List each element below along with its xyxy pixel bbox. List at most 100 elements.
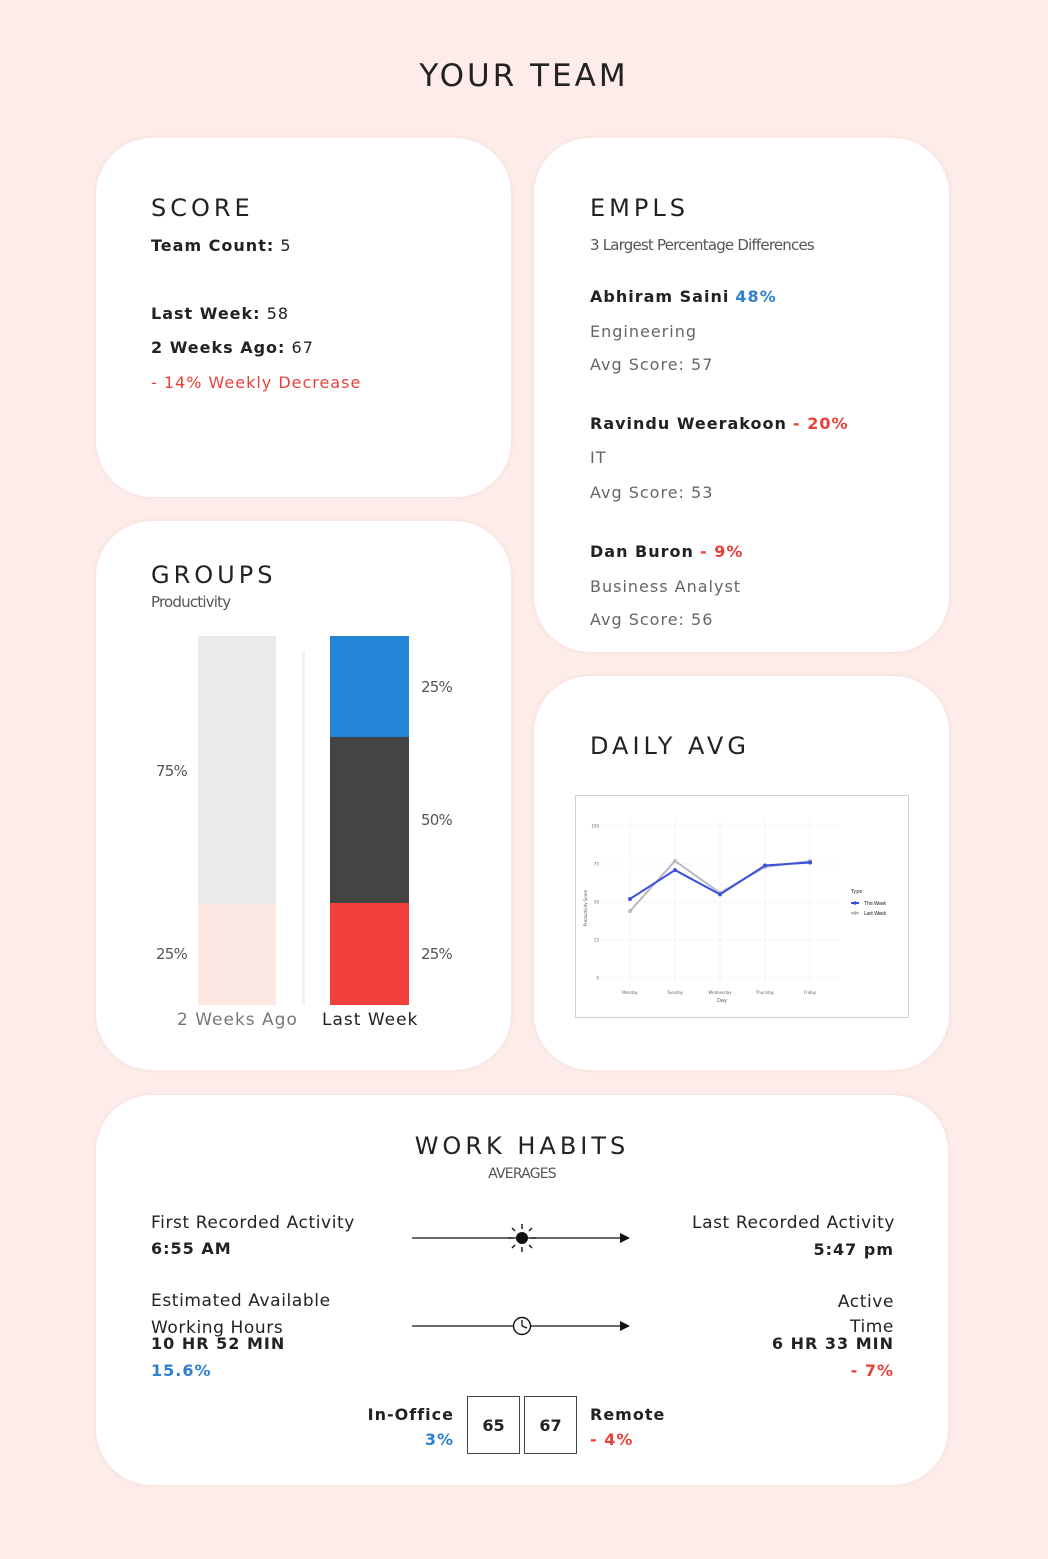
team-count: Team Count: 5 bbox=[151, 236, 292, 255]
empls-subtitle: 3 Largest Percentage Differences bbox=[590, 236, 815, 254]
employee-2-name-row: Ravindu Weerakoon - 20% bbox=[590, 414, 849, 433]
team-count-label: Team Count: bbox=[151, 236, 275, 255]
last-week-score: Last Week: 58 bbox=[151, 304, 289, 323]
est-hours-change: 15.6% bbox=[151, 1361, 212, 1380]
work-habits-subtitle: AVERAGES bbox=[488, 1166, 557, 1182]
legend-label: Last Week bbox=[864, 911, 887, 917]
employee-department: IT bbox=[590, 448, 607, 467]
score-card: SCORE Team Count: 5 Last Week: 58 2 Week… bbox=[96, 138, 511, 497]
x-tick-label: Tuesday bbox=[666, 990, 684, 995]
in-office-value-box: 65 bbox=[467, 1396, 520, 1454]
x-tick-label: Wednesday bbox=[708, 990, 732, 995]
active-value: 6 HR 33 MIN bbox=[771, 1334, 894, 1353]
series-point bbox=[763, 863, 767, 868]
series-point bbox=[808, 860, 812, 865]
two-weeks-bottom-pct: 25% bbox=[156, 945, 188, 963]
legend-label: This Week bbox=[863, 901, 886, 907]
employee-department: Engineering bbox=[590, 322, 697, 341]
employee-change: - 20% bbox=[792, 414, 849, 433]
y-tick-label: 75 bbox=[594, 862, 600, 867]
arrow-right-icon bbox=[620, 1233, 630, 1243]
work-habits-card: WORK HABITS AVERAGES First Recorded Acti… bbox=[96, 1095, 948, 1485]
clock-icon bbox=[512, 1316, 532, 1336]
activity-timeline bbox=[412, 1224, 630, 1252]
daily-avg-title: DAILY AVG bbox=[590, 732, 750, 760]
last-week-value: 58 bbox=[266, 304, 290, 323]
last-activity-value: 5:47 pm bbox=[813, 1240, 894, 1259]
in-office-label: In-Office bbox=[367, 1405, 454, 1424]
last-week-dark-pct: 50% bbox=[421, 811, 453, 829]
series-point bbox=[673, 868, 677, 873]
employee-name: Abhiram Saini bbox=[590, 287, 730, 306]
employee-name: Ravindu Weerakoon bbox=[590, 414, 787, 433]
two-weeks-top-pct: 75% bbox=[156, 762, 188, 780]
y-tick-label: 50 bbox=[594, 900, 600, 905]
employee-department: Business Analyst bbox=[590, 577, 742, 596]
y-tick-label: 100 bbox=[591, 824, 599, 829]
hours-timeline bbox=[412, 1316, 630, 1336]
employee-3-name-row: Dan Buron - 9% bbox=[590, 542, 743, 561]
in-office-change: 3% bbox=[424, 1430, 454, 1449]
employee-avg-score: Avg Score: 57 bbox=[590, 355, 714, 374]
last-week-red-pct: 25% bbox=[421, 945, 453, 963]
empls-title: EMPLS bbox=[590, 194, 689, 222]
last-week-bar-red bbox=[330, 903, 409, 1005]
legend-swatch-dot bbox=[853, 911, 857, 915]
y-tick-label: 0 bbox=[596, 976, 599, 981]
series-point bbox=[628, 896, 632, 901]
arrow-right-icon bbox=[620, 1321, 630, 1331]
remote-label: Remote bbox=[590, 1405, 666, 1424]
series-point bbox=[628, 909, 632, 914]
remote-change: - 4% bbox=[590, 1430, 634, 1449]
employee-change: - 9% bbox=[700, 542, 744, 561]
x-tick-label: Thursday bbox=[755, 990, 775, 995]
groups-subtitle: Productivity bbox=[151, 593, 231, 611]
employee-avg-score: Avg Score: 56 bbox=[590, 610, 714, 629]
last-week-blue-pct: 25% bbox=[421, 678, 453, 696]
legend-title: Type bbox=[850, 889, 862, 895]
employee-name: Dan Buron bbox=[590, 542, 694, 561]
bar-divider bbox=[302, 651, 305, 1005]
series-point bbox=[718, 892, 722, 897]
empls-card: EMPLS 3 Largest Percentage Differences A… bbox=[534, 138, 949, 652]
y-axis-label: Productivity Score bbox=[583, 889, 588, 926]
last-week-bar-blue bbox=[330, 636, 409, 737]
series-point bbox=[673, 858, 677, 863]
two-weeks-bar-top bbox=[198, 636, 276, 904]
last-week-label: Last Week bbox=[322, 1010, 419, 1030]
last-activity-label: Last Recorded Activity bbox=[692, 1213, 895, 1233]
two-weeks-score: 2 Weeks Ago: 67 bbox=[151, 338, 314, 357]
groups-title: GROUPS bbox=[151, 561, 277, 589]
first-activity-value: 6:55 AM bbox=[151, 1239, 232, 1258]
groups-card: GROUPS Productivity 75% 25% 25% 50% 25% … bbox=[96, 521, 511, 1070]
remote-value-box: 67 bbox=[524, 1396, 577, 1454]
sun-icon bbox=[508, 1224, 536, 1252]
employee-change: 48% bbox=[735, 287, 777, 306]
score-title: SCORE bbox=[151, 194, 254, 222]
two-weeks-value: 67 bbox=[291, 338, 314, 357]
legend-swatch-dot bbox=[853, 901, 857, 905]
x-tick-label: Monday bbox=[622, 990, 638, 995]
weekly-change: - 14% Weekly Decrease bbox=[151, 373, 362, 392]
daily-avg-card: DAILY AVG Productivity Score Day Type 0 2… bbox=[534, 676, 949, 1070]
last-week-label: Last Week: bbox=[151, 304, 261, 323]
employee-1-name-row: Abhiram Saini 48% bbox=[590, 287, 777, 306]
x-tick-label: Friday bbox=[804, 990, 817, 995]
est-hours-label-line2: Working Hours bbox=[151, 1318, 284, 1338]
employee-avg-score: Avg Score: 53 bbox=[590, 483, 714, 502]
two-weeks-label: 2 Weeks Ago bbox=[177, 1010, 298, 1030]
y-tick-label: 25 bbox=[594, 938, 600, 943]
team-count-value: 5 bbox=[280, 236, 292, 255]
last-week-bar-dark bbox=[330, 737, 409, 903]
daily-avg-chart: Productivity Score Day Type 0 25 50 75 100 Mo… bbox=[575, 795, 909, 1018]
first-activity-label: First Recorded Activity bbox=[151, 1213, 355, 1233]
page-title: YOUR TEAM bbox=[419, 58, 629, 94]
two-weeks-label: 2 Weeks Ago: bbox=[151, 338, 286, 357]
active-label-line2: Time bbox=[849, 1317, 894, 1337]
x-axis-label: Day bbox=[717, 998, 727, 1004]
active-label-line1: Active bbox=[837, 1292, 894, 1312]
work-habits-title: WORK HABITS bbox=[414, 1132, 630, 1160]
est-hours-value: 10 HR 52 MIN bbox=[151, 1334, 286, 1353]
active-change: - 7% bbox=[850, 1361, 894, 1380]
est-hours-label-line1: Estimated Available bbox=[151, 1291, 331, 1311]
